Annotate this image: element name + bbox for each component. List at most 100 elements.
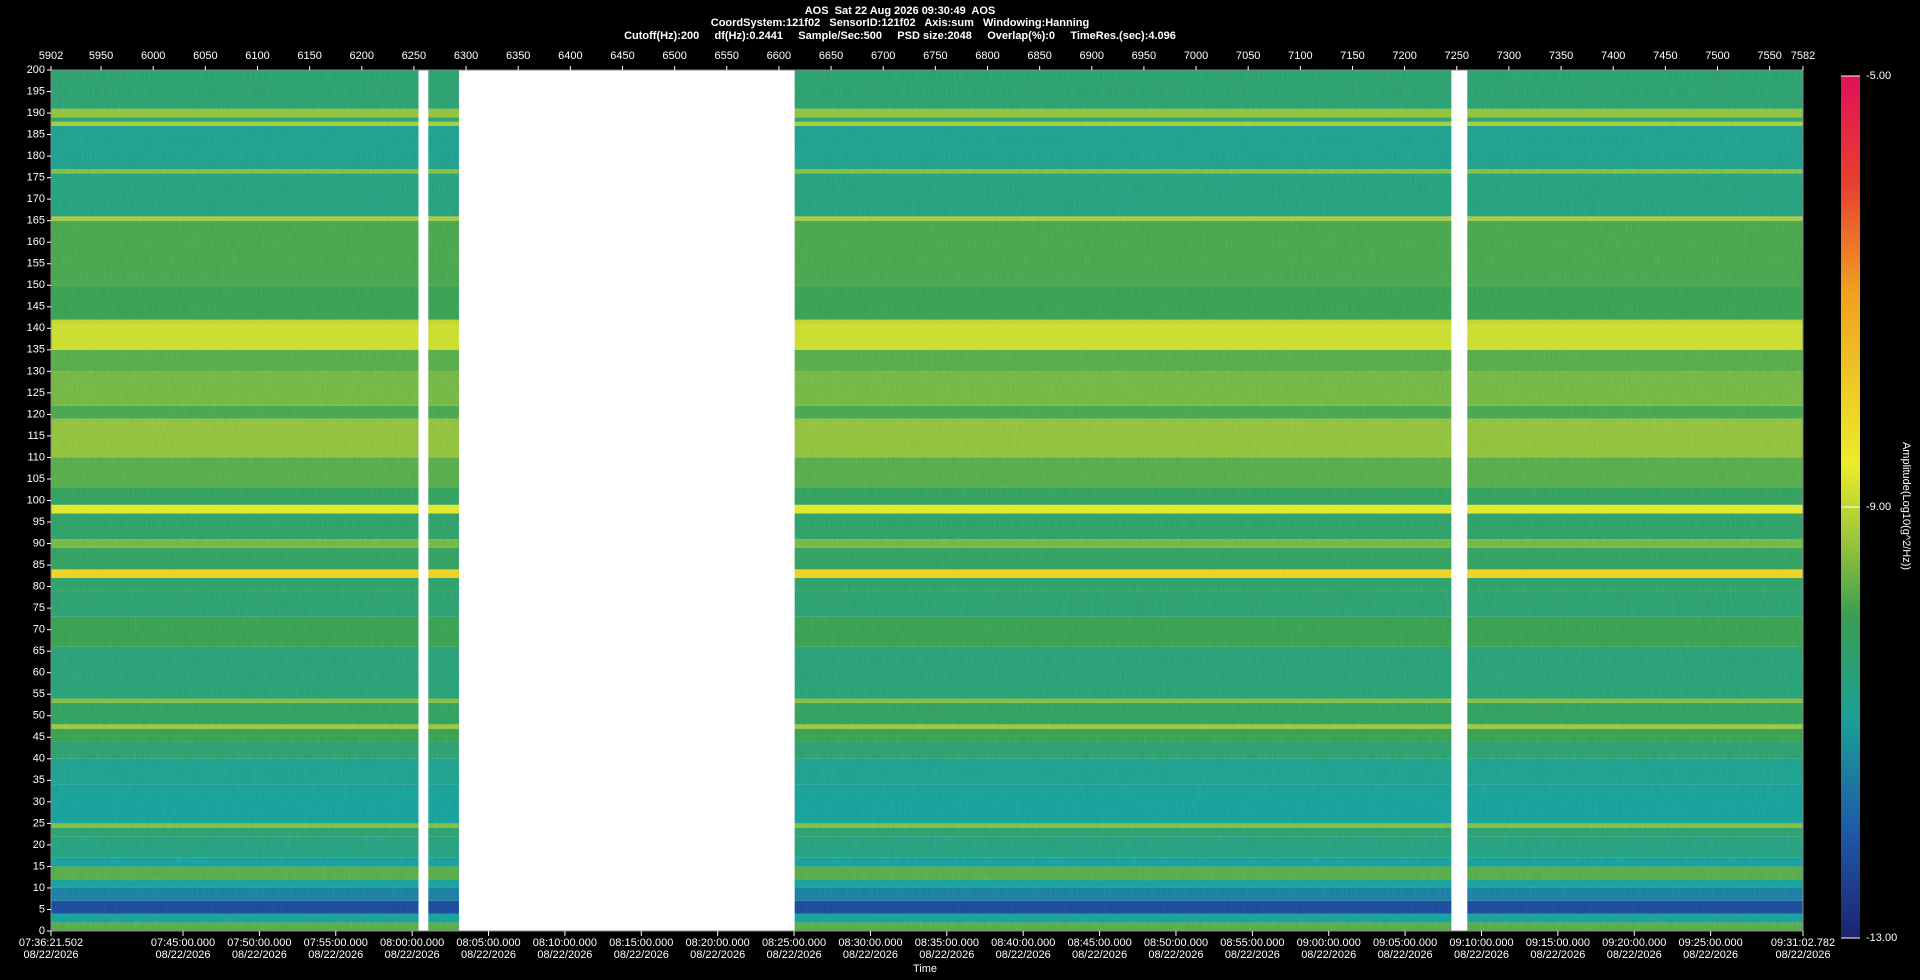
y-tick-label: 5 <box>39 903 45 915</box>
x-tick-label: 08:25:00.000 <box>762 937 826 949</box>
x2-tick-label: 6700 <box>871 50 895 62</box>
chart-title: AOS Sat 22 Aug 2026 09:30:49 AOS <box>805 5 996 17</box>
y-tick-label: 150 <box>27 279 45 291</box>
x-tick-date: 08/22/2026 <box>690 949 745 961</box>
x2-tick-label: 6150 <box>297 50 321 62</box>
y-tick-label: 35 <box>33 774 45 786</box>
x2-tick-label: 7250 <box>1445 50 1469 62</box>
y-tick-label: 40 <box>33 753 45 765</box>
x2-tick-label: 6750 <box>923 50 947 62</box>
y-tick-label: 60 <box>33 667 45 679</box>
x-tick-date: 08/22/2026 <box>1148 949 1203 961</box>
y-tick-label: 135 <box>27 344 45 356</box>
x-axis-label: Time <box>913 963 937 975</box>
y-tick-label: 30 <box>33 796 45 808</box>
x-tick-date: 08/22/2026 <box>461 949 516 961</box>
y-tick-label: 100 <box>27 494 45 506</box>
x-tick-label: 09:20:00.000 <box>1602 937 1666 949</box>
x2-tick-label: 6500 <box>662 50 686 62</box>
x-tick-date: 08/22/2026 <box>537 949 592 961</box>
x-tick-label: 08:55:00.000 <box>1220 937 1284 949</box>
x2-tick-label: 6550 <box>715 50 739 62</box>
x-tick-label: 08:45:00.000 <box>1067 937 1131 949</box>
x-tick-date: 08/22/2026 <box>155 949 210 961</box>
colorbar-label: Amplitude(Log10(g^2/Hz)) <box>1900 442 1912 570</box>
x-tick-label: 09:10:00.000 <box>1449 937 1513 949</box>
x-tick-label: 09:15:00.000 <box>1526 937 1590 949</box>
x-tick-label: 09:25:00.000 <box>1679 937 1743 949</box>
x-tick-label: 07:55:00.000 <box>304 937 368 949</box>
x-tick-label: 08:35:00.000 <box>915 937 979 949</box>
y-tick-label: 70 <box>33 624 45 636</box>
x2-tick-label: 7582 <box>1791 50 1815 62</box>
x2-tick-label: 7050 <box>1236 50 1260 62</box>
y-tick-label: 15 <box>33 860 45 872</box>
y-tick-label: 120 <box>27 408 45 420</box>
y-tick-label: 165 <box>27 215 45 227</box>
y-tick-label: 185 <box>27 128 45 140</box>
y-tick-label: 180 <box>27 150 45 162</box>
x-tick-label: 08:20:00.000 <box>686 937 750 949</box>
y-tick-label: 155 <box>27 258 45 270</box>
x2-tick-label: 7400 <box>1601 50 1625 62</box>
x2-tick-label: 6950 <box>1132 50 1156 62</box>
x-tick-label: 09:00:00.000 <box>1297 937 1361 949</box>
x2-tick-label: 5902 <box>39 50 63 62</box>
x-tick-date: 08/22/2026 <box>308 949 363 961</box>
y-tick-label: 130 <box>27 365 45 377</box>
x-tick-date: 08/22/2026 <box>1454 949 1509 961</box>
x-tick-date: 08/22/2026 <box>232 949 287 961</box>
x-tick-date: 08/22/2026 <box>1607 949 1662 961</box>
x2-tick-label: 6300 <box>454 50 478 62</box>
x2-tick-label: 6450 <box>610 50 634 62</box>
x2-tick-label: 6850 <box>1027 50 1051 62</box>
heatmap <box>51 70 1803 931</box>
x-tick-label: 07:45:00.000 <box>151 937 215 949</box>
y-tick-label: 65 <box>33 645 45 657</box>
x-tick-label: 08:10:00.000 <box>533 937 597 949</box>
x-tick-date: 08/22/2026 <box>767 949 822 961</box>
x-tick-date: 08/22/2026 <box>996 949 1051 961</box>
x-tick-date: 08/22/2026 <box>614 949 669 961</box>
chart-subtitle: CoordSystem:121f02 SensorID:121f02 Axis:… <box>711 17 1089 29</box>
y-tick-label: 50 <box>33 710 45 722</box>
x2-tick-label: 7300 <box>1497 50 1521 62</box>
y-tick-label: 85 <box>33 559 45 571</box>
y-tick-label: 160 <box>27 236 45 248</box>
y-tick-label: 115 <box>27 430 45 442</box>
texture <box>51 70 419 931</box>
y-tick-label: 125 <box>27 387 45 399</box>
x2-tick-label: 5950 <box>89 50 113 62</box>
x-tick-label: 09:31:02.782 <box>1771 937 1835 949</box>
x-tick-label: 08:40:00.000 <box>991 937 1055 949</box>
x2-tick-label: 7350 <box>1549 50 1573 62</box>
x-tick-label: 07:36:21.502 <box>19 937 83 949</box>
y-tick-label: 145 <box>27 301 45 313</box>
x2-tick-label: 7150 <box>1340 50 1364 62</box>
x-tick-date: 08/22/2026 <box>843 949 898 961</box>
y-tick-label: 90 <box>33 537 45 549</box>
x-tick-label: 08:50:00.000 <box>1144 937 1208 949</box>
x-tick-label: 08:05:00.000 <box>456 937 520 949</box>
y-tick-label: 110 <box>27 451 45 463</box>
y-tick-label: 105 <box>27 473 45 485</box>
x2-tick-label: 6650 <box>819 50 843 62</box>
x-tick-date: 08/22/2026 <box>1775 949 1830 961</box>
x-tick-date: 08/22/2026 <box>1378 949 1433 961</box>
y-tick-label: 25 <box>33 817 45 829</box>
y-tick-label: 195 <box>27 85 45 97</box>
x-tick-label: 09:05:00.000 <box>1373 937 1437 949</box>
texture <box>428 70 459 931</box>
x-tick-label: 08:00:00.000 <box>380 937 444 949</box>
x2-tick-label: 6350 <box>506 50 530 62</box>
x2-tick-label: 6400 <box>558 50 582 62</box>
y-tick-label: 190 <box>27 107 45 119</box>
x-tick-date: 08/22/2026 <box>23 949 78 961</box>
x-tick-date: 08/22/2026 <box>1683 949 1738 961</box>
x2-tick-label: 7500 <box>1705 50 1729 62</box>
x-tick-label: 08:30:00.000 <box>838 937 902 949</box>
x2-tick-label: 7000 <box>1184 50 1208 62</box>
x2-tick-label: 7450 <box>1653 50 1677 62</box>
y-tick-label: 75 <box>33 602 45 614</box>
y-tick-label: 55 <box>33 688 45 700</box>
